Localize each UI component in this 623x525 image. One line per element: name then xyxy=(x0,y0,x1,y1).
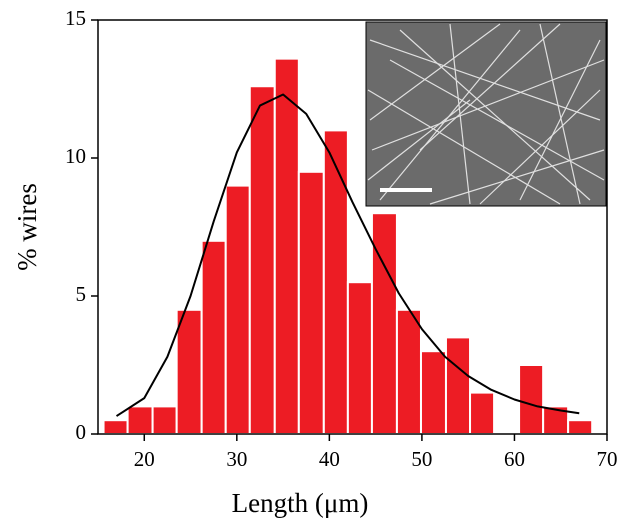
x-tick-label: 20 xyxy=(134,447,155,471)
bar xyxy=(370,212,398,435)
bar xyxy=(102,419,129,436)
bar xyxy=(444,336,472,435)
plot-frame xyxy=(97,19,608,435)
x-tick-label: 60 xyxy=(504,447,525,471)
y-tick-label: 5 xyxy=(76,282,87,306)
y-tick-label: 0 xyxy=(76,420,87,444)
bar xyxy=(175,308,203,435)
y-tick-label: 15 xyxy=(65,6,86,30)
inset-micrograph xyxy=(365,21,607,207)
bar xyxy=(297,170,325,436)
x-tick-label: 70 xyxy=(597,447,618,471)
bar xyxy=(346,281,373,436)
bar xyxy=(518,364,545,435)
x-tick-label: 40 xyxy=(319,447,340,471)
bar xyxy=(322,129,349,435)
bar xyxy=(248,85,276,436)
bar xyxy=(200,239,227,435)
bar xyxy=(469,391,496,436)
bar xyxy=(567,419,594,436)
bar xyxy=(151,405,178,435)
bar xyxy=(224,184,251,435)
y-tick-label: 10 xyxy=(65,144,86,168)
x-tick-label: 50 xyxy=(411,447,432,471)
bar xyxy=(395,308,422,435)
bar xyxy=(126,405,154,435)
x-axis-label: Length (μm) xyxy=(232,488,369,518)
y-axis-label: % wires xyxy=(12,183,42,271)
x-tick-label: 30 xyxy=(226,447,247,471)
bar xyxy=(273,57,300,435)
fit-curve xyxy=(115,93,580,417)
bar xyxy=(419,350,447,436)
